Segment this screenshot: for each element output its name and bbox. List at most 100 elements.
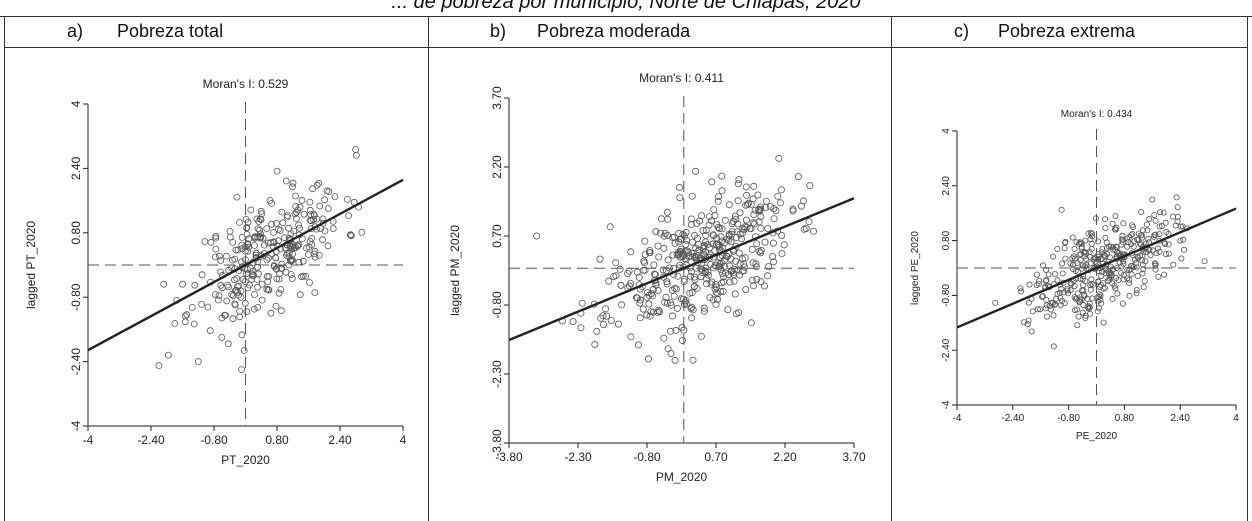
panel-header: a) Pobreza total bbox=[5, 16, 428, 48]
data-point bbox=[1130, 243, 1137, 250]
data-point bbox=[603, 312, 611, 320]
data-point bbox=[215, 292, 223, 300]
data-point bbox=[646, 312, 654, 320]
data-point bbox=[794, 173, 802, 181]
data-point bbox=[1139, 261, 1146, 268]
data-point bbox=[686, 289, 694, 297]
data-point bbox=[1088, 230, 1095, 237]
data-point bbox=[243, 223, 251, 231]
data-point bbox=[1038, 293, 1045, 300]
data-point bbox=[236, 307, 244, 315]
data-point bbox=[253, 283, 261, 291]
data-point bbox=[1082, 314, 1089, 321]
data-point bbox=[679, 230, 687, 238]
data-point bbox=[643, 311, 651, 319]
data-point bbox=[258, 210, 266, 218]
data-point bbox=[753, 275, 761, 283]
data-point bbox=[663, 280, 671, 288]
data-point bbox=[1064, 285, 1071, 292]
data-point bbox=[664, 231, 672, 239]
data-point bbox=[1097, 292, 1104, 299]
y-tick-label: 4 bbox=[69, 100, 83, 107]
data-point bbox=[1118, 236, 1125, 243]
data-point bbox=[217, 257, 225, 264]
data-point bbox=[222, 252, 230, 260]
data-point bbox=[753, 240, 761, 248]
data-point bbox=[241, 256, 249, 264]
data-point bbox=[682, 240, 690, 248]
data-point bbox=[1133, 236, 1140, 243]
data-point bbox=[693, 219, 701, 227]
data-point bbox=[533, 232, 541, 240]
data-point bbox=[809, 227, 817, 235]
data-point bbox=[1160, 209, 1167, 216]
data-point bbox=[1109, 220, 1116, 227]
x-tick-label: 4 bbox=[400, 433, 407, 447]
data-point bbox=[352, 151, 360, 159]
data-point bbox=[278, 260, 286, 268]
data-point bbox=[245, 243, 253, 251]
data-point bbox=[207, 238, 215, 246]
data-point bbox=[1149, 196, 1156, 203]
data-point bbox=[1134, 272, 1141, 279]
data-point bbox=[706, 294, 714, 302]
data-point bbox=[735, 249, 743, 257]
data-point bbox=[181, 312, 189, 320]
data-point bbox=[236, 218, 243, 226]
data-point bbox=[263, 272, 271, 280]
data-point bbox=[649, 285, 657, 293]
data-point bbox=[1026, 281, 1033, 288]
data-point bbox=[1049, 253, 1056, 260]
data-point bbox=[744, 199, 752, 207]
data-point bbox=[1098, 300, 1105, 307]
data-point bbox=[1138, 231, 1145, 238]
data-point bbox=[206, 327, 214, 335]
data-point bbox=[715, 193, 723, 201]
data-point bbox=[1102, 234, 1109, 241]
data-point bbox=[719, 273, 727, 281]
data-point bbox=[306, 206, 314, 214]
data-point bbox=[647, 308, 655, 316]
data-point bbox=[1043, 296, 1050, 303]
data-point bbox=[233, 193, 241, 201]
data-point bbox=[761, 238, 769, 246]
data-point bbox=[689, 356, 697, 364]
data-point bbox=[287, 271, 295, 278]
data-point bbox=[282, 177, 290, 185]
data-point bbox=[275, 275, 283, 283]
data-point bbox=[1146, 215, 1153, 222]
data-point bbox=[270, 229, 277, 236]
data-point bbox=[1136, 252, 1143, 259]
data-point bbox=[797, 202, 805, 210]
data-point bbox=[347, 232, 355, 240]
data-point bbox=[764, 224, 772, 232]
data-point bbox=[1114, 248, 1121, 255]
data-point bbox=[295, 221, 303, 229]
data-point bbox=[296, 224, 303, 232]
data-point bbox=[1029, 308, 1036, 315]
data-point bbox=[302, 272, 310, 280]
data-point bbox=[721, 269, 729, 277]
data-point bbox=[278, 208, 286, 216]
data-point bbox=[734, 220, 742, 228]
data-point bbox=[702, 226, 710, 234]
data-point bbox=[1083, 261, 1090, 268]
data-point bbox=[264, 254, 272, 262]
panel-pobreza-moderada: b) Pobreza moderada Moran's I: 0.411 -3.8… bbox=[429, 16, 891, 521]
data-point bbox=[591, 340, 599, 348]
data-point bbox=[1024, 321, 1031, 328]
data-point bbox=[1135, 230, 1142, 237]
data-point bbox=[633, 294, 641, 302]
data-point bbox=[688, 289, 696, 297]
data-point bbox=[251, 242, 258, 249]
data-point bbox=[740, 260, 748, 268]
data-point bbox=[1102, 216, 1109, 223]
data-point bbox=[1178, 255, 1185, 262]
data-point bbox=[705, 221, 713, 229]
data-point bbox=[1144, 227, 1151, 234]
data-point bbox=[1163, 228, 1170, 235]
data-point bbox=[654, 308, 662, 316]
data-point bbox=[1033, 271, 1040, 278]
data-point bbox=[1047, 306, 1054, 313]
data-point bbox=[1034, 306, 1041, 313]
